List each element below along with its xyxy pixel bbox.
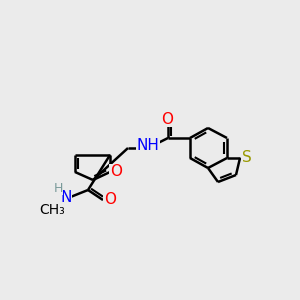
Text: NH: NH	[136, 139, 159, 154]
Text: O: O	[104, 193, 116, 208]
Text: O: O	[110, 164, 122, 179]
Text: O: O	[161, 112, 173, 127]
Text: N: N	[60, 190, 72, 205]
Text: H: H	[53, 182, 63, 194]
Text: S: S	[242, 151, 252, 166]
Text: CH₃: CH₃	[39, 203, 65, 217]
